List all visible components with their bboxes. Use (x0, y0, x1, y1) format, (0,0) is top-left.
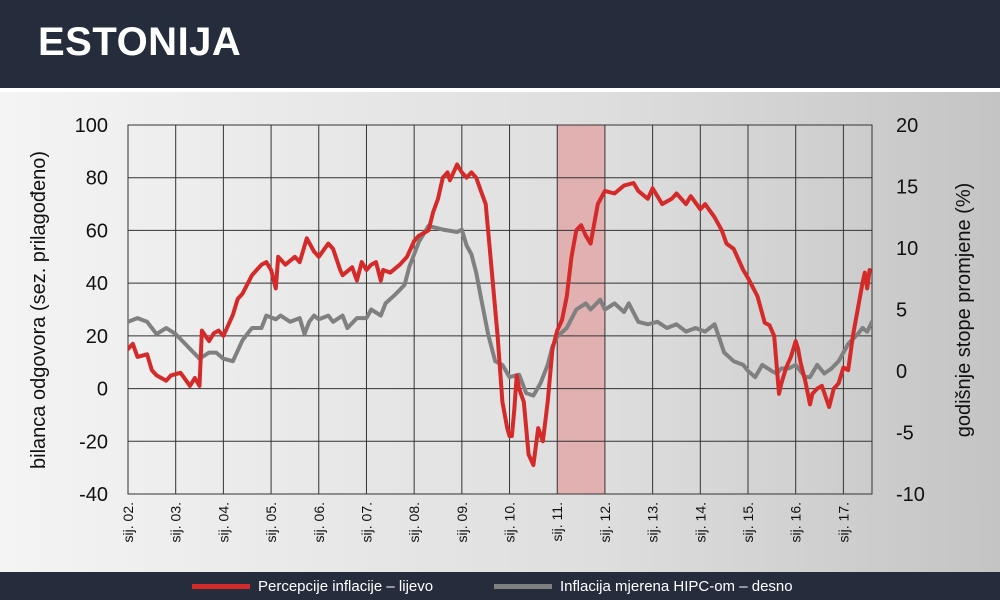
y-tick-label: 40 (86, 273, 108, 295)
series-line-inflation-perception (128, 162, 872, 467)
legend-item-hicp-inflation: Inflacija mjerena HIPC-om – desno (494, 572, 793, 600)
legend-swatch-grey (494, 583, 552, 589)
x-tick-label: sij. 05. (263, 502, 279, 542)
header-bar: ESTONIJA (0, 0, 1000, 88)
y-tick-label: -40 (79, 484, 108, 506)
chart-background (0, 92, 1000, 572)
legend-swatch-red (192, 583, 250, 589)
legend: Percepcije inflacije – lijevo Inflacija … (0, 572, 1000, 600)
x-tick-label: sij. 09. (454, 502, 470, 542)
y-tick-label: 80 (86, 168, 108, 190)
y2-tick-label: -10 (896, 484, 925, 506)
x-tick-label: sij. 15. (740, 502, 756, 542)
y-tick-label: 100 (75, 115, 108, 137)
x-tick-label: sij. 14. (692, 502, 708, 542)
x-tick-label: sij. 04. (215, 502, 231, 542)
y-axis-title: bilanca odgovora (sez. prilagođeno) (28, 151, 50, 469)
x-tick-label: sij. 13. (645, 502, 661, 542)
x-tick-label: sij. 06. (311, 502, 327, 542)
line-chart: 100 80 60 40 20 0 -20 -40 20 15 10 5 0 -5 -10 sij. 02. s… (28, 115, 975, 542)
page-title: ESTONIJA (38, 20, 242, 64)
x-tick-label: sij. 08. (406, 502, 422, 542)
x-tick-label: sij. 16. (788, 502, 804, 542)
y2-tick-label: 10 (896, 238, 918, 260)
series-line-hicp-inflation (128, 223, 872, 398)
y-tick-label: 0 (97, 379, 108, 401)
y-tick-label: 60 (86, 220, 108, 242)
x-tick-label: sij. 07. (359, 502, 375, 542)
legend-label: Percepcije inflacije – lijevo (258, 577, 434, 595)
y-tick-label: -20 (79, 431, 108, 453)
x-tick-label: sij. 03. (168, 502, 184, 542)
y-tick-label: 20 (86, 326, 108, 348)
legend-label: Inflacija mjerena HIPC-om – desno (560, 577, 793, 595)
x-tick-label: sij. 11. (549, 502, 565, 541)
plot-border (127, 124, 873, 495)
y2-axis-title: godišnje stope promjene (%) (953, 183, 975, 438)
header-divider (0, 88, 1000, 92)
y2-tick-label: 0 (896, 361, 907, 383)
y2-tick-label: -5 (896, 423, 914, 445)
x-tick-label: sij. 10. (502, 502, 518, 542)
y2-tick-label: 15 (896, 177, 918, 199)
y2-tick-label: 20 (896, 115, 918, 137)
x-tick-label: sij. 12. (597, 502, 613, 542)
x-tick-label: sij. 17. (835, 502, 851, 542)
y2-tick-label: 5 (896, 300, 907, 322)
x-tick-label: sij. 02. (120, 502, 136, 542)
legend-item-inflation-perception: Percepcije inflacije – lijevo (192, 572, 433, 600)
